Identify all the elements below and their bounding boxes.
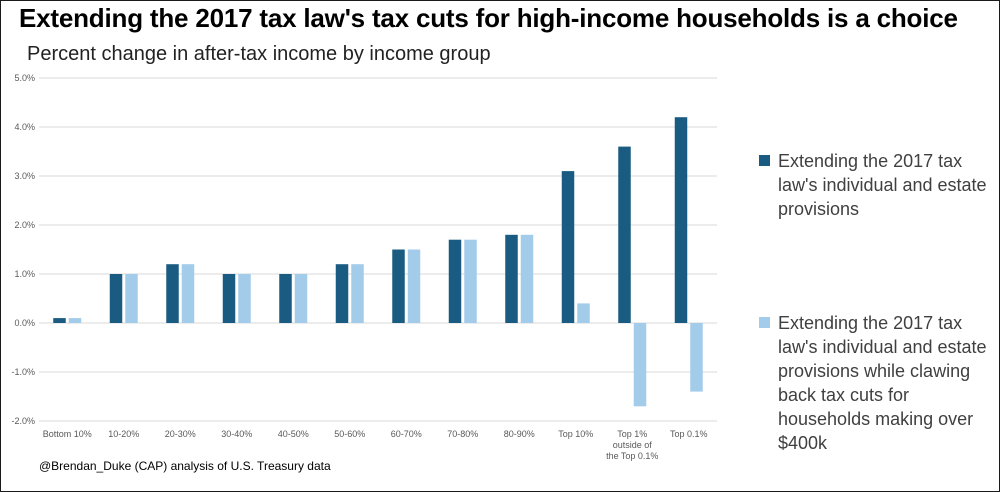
x-tick-label: Top 1% outside of the Top 0.1% (606, 429, 658, 461)
x-axis-tick-labels: Bottom 10% 10-20% 20-30% 30-40% 40-50% 50-60%… (43, 429, 708, 461)
source-note: @Brendan_Duke (CAP) analysis of U.S. Tre… (39, 459, 331, 473)
x-tick-label-line: outside of (613, 440, 653, 450)
chart-subtitle: Percent change in after-tax income by in… (27, 43, 491, 65)
bar-series-2-top-1-outside-of-the-top-0-1- (633, 323, 647, 407)
bar-series-2-60-70- (407, 249, 421, 323)
bar-series-1-10-20- (109, 274, 123, 323)
y-tick-label: 5.0% (14, 73, 35, 83)
bar-series-2-30-40- (238, 274, 251, 323)
bar-series-1-20-30- (166, 264, 179, 323)
x-tick-label-line: Bottom 10% (43, 429, 92, 439)
bars (53, 117, 703, 407)
x-tick-label-line: 60-70% (391, 429, 422, 439)
y-tick-label: 3.0% (14, 171, 35, 181)
x-tick-label: 20-30% (165, 429, 196, 439)
bar-series-2-10-20- (125, 274, 138, 323)
legend-swatch-series-1 (759, 155, 770, 166)
legend-label-series-1: Extending the 2017 tax law's individual … (778, 151, 987, 219)
bar-series-1-40-50- (279, 274, 292, 323)
y-tick-label: 4.0% (14, 122, 35, 132)
bar-series-1-30-40- (222, 274, 236, 323)
bar-series-2-40-50- (294, 274, 308, 323)
x-tick-label: Bottom 10% (43, 429, 92, 439)
x-tick-label-line: 50-60% (334, 429, 365, 439)
legend-entry-series-2: Extending the 2017 tax law's individual … (759, 311, 990, 455)
x-tick-label: 80-90% (504, 429, 535, 439)
x-tick-label-line: 80-90% (504, 429, 535, 439)
gridlines (39, 77, 717, 422)
chart-title: Extending the 2017 tax law's tax cuts fo… (19, 3, 958, 33)
x-tick-label: 50-60% (334, 429, 365, 439)
x-tick-label: 60-70% (391, 429, 422, 439)
bar-series-2-80-90- (520, 234, 534, 323)
x-tick-label-line: the Top 0.1% (606, 451, 658, 461)
y-tick-label: 1.0% (14, 269, 35, 279)
x-tick-label-line: Top 0.1% (670, 429, 708, 439)
x-tick-label-line: 40-50% (278, 429, 309, 439)
x-tick-label-line: 20-30% (165, 429, 196, 439)
x-tick-label: 10-20% (108, 429, 139, 439)
y-axis-tick-labels: 5.0% 4.0% 3.0% 2.0% 1.0% 0.0% -1.0% -2.0% (11, 73, 35, 426)
y-tick-label: -1.0% (11, 367, 35, 377)
bar-series-2-50-60- (351, 264, 364, 323)
legend-entry-series-1: Extending the 2017 tax law's individual … (759, 149, 990, 221)
bar-series-2-top-0-1- (690, 323, 703, 392)
bar-series-1-80-90- (505, 234, 518, 323)
legend-label-series-2: Extending the 2017 tax law's individual … (778, 313, 987, 453)
x-tick-label-line: 70-80% (447, 429, 478, 439)
y-tick-label: 0.0% (14, 318, 35, 328)
bar-series-1-70-80- (448, 239, 462, 323)
bar-series-1-50-60- (335, 264, 349, 323)
bar-series-1-bottom-10- (53, 318, 66, 323)
y-tick-label: 2.0% (14, 220, 35, 230)
x-tick-label: 40-50% (278, 429, 309, 439)
bar-series-1-top-1-outside-of-the-top-0-1- (618, 146, 631, 323)
bar-series-2-20-30- (181, 264, 195, 323)
x-tick-label-line: 10-20% (108, 429, 139, 439)
x-tick-label: 30-40% (221, 429, 252, 439)
x-tick-label-line: 30-40% (221, 429, 252, 439)
bar-series-2-bottom-10- (68, 318, 82, 323)
y-tick-label: -2.0% (11, 416, 35, 426)
x-tick-label-line: Top 10% (558, 429, 593, 439)
bar-series-2-70-80- (464, 239, 477, 323)
bar-series-1-top-10- (561, 171, 575, 323)
x-tick-label: Top 0.1% (670, 429, 708, 439)
x-tick-label-line: Top 1% (617, 429, 647, 439)
legend-swatch-series-2 (759, 317, 770, 328)
bar-series-1-top-0-1- (674, 117, 688, 323)
x-tick-label: 70-80% (447, 429, 478, 439)
x-tick-label: Top 10% (558, 429, 593, 439)
bar-series-2-top-10- (577, 303, 590, 323)
bar-series-1-60-70- (392, 249, 405, 323)
